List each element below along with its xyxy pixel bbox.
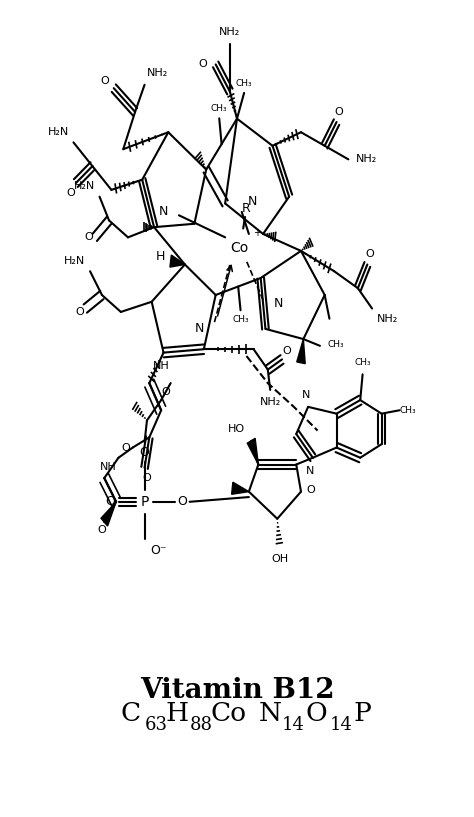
Text: Image ID: 2GX7E9N: Image ID: 2GX7E9N (347, 764, 436, 773)
Text: O: O (307, 485, 315, 495)
Text: 63: 63 (145, 717, 168, 734)
Text: O: O (306, 702, 328, 726)
Polygon shape (247, 439, 258, 465)
Text: O: O (85, 232, 93, 243)
Polygon shape (232, 482, 249, 494)
Text: CH₃: CH₃ (399, 406, 416, 415)
Text: O: O (283, 346, 291, 356)
Text: O: O (335, 107, 343, 117)
Text: NH₂: NH₂ (219, 27, 240, 37)
Text: N: N (247, 195, 257, 208)
Text: O: O (140, 446, 149, 459)
Text: O: O (75, 307, 84, 317)
Text: O: O (101, 76, 109, 87)
Polygon shape (101, 502, 116, 526)
Text: R: R (242, 202, 251, 215)
Text: N: N (273, 297, 283, 310)
Text: O: O (106, 495, 115, 508)
Text: N: N (306, 467, 315, 476)
Text: 14: 14 (282, 717, 305, 734)
Text: N: N (301, 390, 310, 400)
Polygon shape (170, 255, 185, 267)
Text: CH₃: CH₃ (354, 359, 371, 368)
Text: O: O (67, 188, 75, 199)
Text: NH: NH (100, 462, 116, 471)
Text: OH: OH (271, 555, 288, 565)
Text: NH₂: NH₂ (260, 397, 281, 407)
Text: 88: 88 (190, 717, 213, 734)
Text: NH₂: NH₂ (377, 314, 398, 324)
Text: O: O (178, 495, 187, 508)
Text: Co: Co (230, 240, 248, 255)
Text: O⁻: O⁻ (150, 544, 167, 557)
Text: H: H (155, 250, 165, 263)
Text: H₂N: H₂N (64, 256, 85, 266)
Text: Co: Co (211, 702, 247, 726)
Text: CH₃: CH₃ (232, 315, 249, 324)
Text: P: P (140, 495, 149, 509)
Text: alamy: alamy (38, 772, 109, 792)
Text: H₂N: H₂N (73, 181, 95, 191)
Text: O: O (98, 525, 106, 535)
Text: +: + (254, 228, 261, 238)
Text: N: N (159, 205, 169, 218)
Text: O: O (121, 443, 130, 453)
Text: N: N (195, 323, 204, 336)
Text: www.alamy.com: www.alamy.com (364, 792, 436, 801)
Text: N: N (258, 702, 282, 726)
Text: H: H (166, 702, 189, 726)
Polygon shape (297, 339, 305, 364)
Text: O: O (162, 387, 170, 397)
Text: NH: NH (153, 361, 170, 371)
Text: H₂N: H₂N (47, 127, 69, 137)
Text: CH₃: CH₃ (211, 105, 228, 114)
Text: 14: 14 (329, 717, 352, 734)
Text: CH₃: CH₃ (236, 79, 253, 88)
Text: C: C (121, 702, 141, 726)
Text: NH₂: NH₂ (356, 154, 377, 164)
Text: Vitamin B12: Vitamin B12 (140, 676, 334, 704)
Text: HO: HO (228, 424, 245, 435)
Text: O: O (143, 473, 151, 483)
Text: P: P (353, 702, 371, 726)
Text: CH₃: CH₃ (327, 340, 344, 349)
Text: O: O (365, 249, 374, 259)
Text: NH₂: NH₂ (147, 68, 168, 78)
Text: O: O (199, 60, 207, 69)
